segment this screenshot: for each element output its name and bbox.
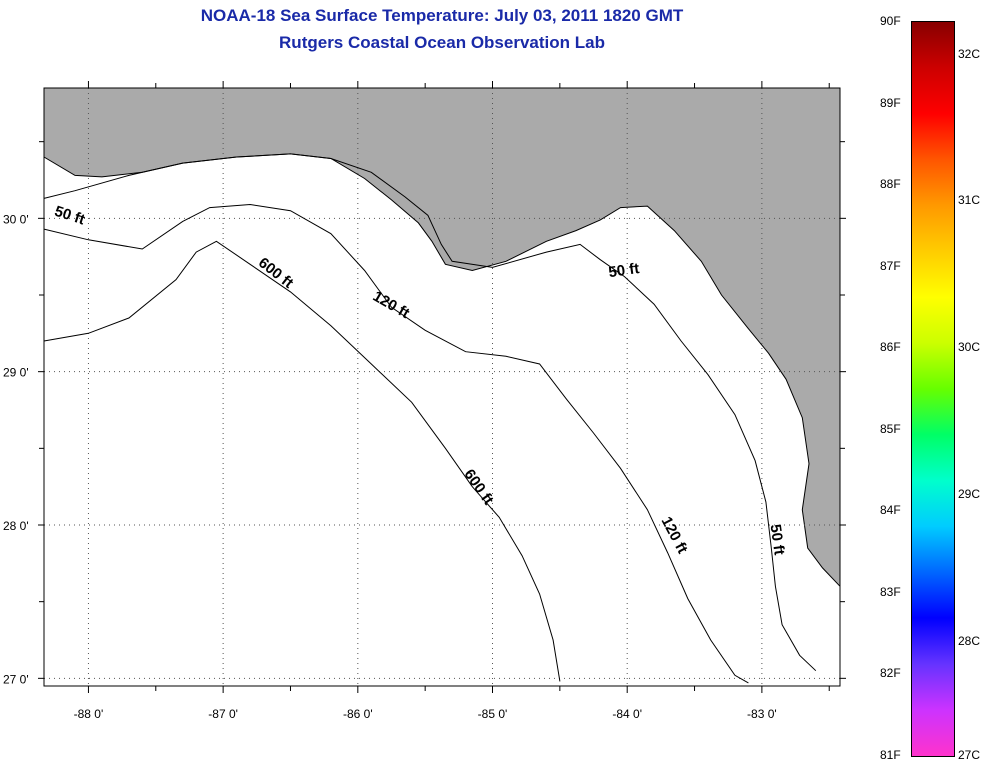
celsius-tick-label: 27C <box>958 748 981 762</box>
lat-tick-label: 30 0' <box>3 212 29 226</box>
celsius-tick-label: 32C <box>958 46 981 61</box>
temperature-colorbar <box>911 21 955 757</box>
contour-120-ft <box>43 203 749 684</box>
fahrenheit-tick-label: 86F <box>880 340 901 355</box>
contour-label: 50 ft <box>607 260 640 281</box>
celsius-tick-label: 28C <box>958 633 981 648</box>
fahrenheit-tick-label: 82F <box>880 666 901 681</box>
celsius-tick-label: 31C <box>958 193 981 208</box>
lon-tick-label: -86 0' <box>343 707 373 721</box>
map-frame <box>43 87 841 687</box>
celsius-tick-label: 30C <box>958 340 981 355</box>
lat-tick-label: 27 0' <box>3 672 29 686</box>
fahrenheit-tick-label: 83F <box>880 584 901 599</box>
fahrenheit-tick-label: 88F <box>880 177 901 192</box>
axis-ticks <box>38 81 846 693</box>
fahrenheit-tick-label: 85F <box>880 421 901 436</box>
lon-tick-label: -87 0' <box>208 707 238 721</box>
lon-tick-labels: -88 0' -87 0' -86 0' -85 0' -84 0' -83 0' <box>74 707 777 721</box>
lat-tick-label: 28 0' <box>3 519 29 533</box>
fahrenheit-tick-label: 87F <box>880 258 901 273</box>
contour-50-ft <box>43 153 817 672</box>
fahrenheit-tick-label: 84F <box>880 503 901 518</box>
lon-tick-label: -88 0' <box>74 707 104 721</box>
contour-label: 50 ft <box>767 523 788 556</box>
lon-tick-label: -85 0' <box>478 707 508 721</box>
lat-tick-labels: 30 0' 29 0' 28 0' 27 0' <box>3 212 29 686</box>
lon-tick-label: -84 0' <box>612 707 642 721</box>
map-subtitle: Rutgers Coastal Ocean Observation Lab <box>279 33 605 52</box>
contour-600-ft <box>43 240 561 682</box>
celsius-tick-label: 29C <box>958 487 981 502</box>
fahrenheit-tick-label: 81F <box>880 748 901 762</box>
fahrenheit-tick-label: 90F <box>880 14 901 28</box>
depth-contours <box>43 153 817 684</box>
map-title: NOAA-18 Sea Surface Temperature: July 03… <box>200 6 684 25</box>
lon-tick-label: -83 0' <box>747 707 777 721</box>
lat-tick-label: 29 0' <box>3 366 29 380</box>
fahrenheit-tick-label: 89F <box>880 95 901 110</box>
